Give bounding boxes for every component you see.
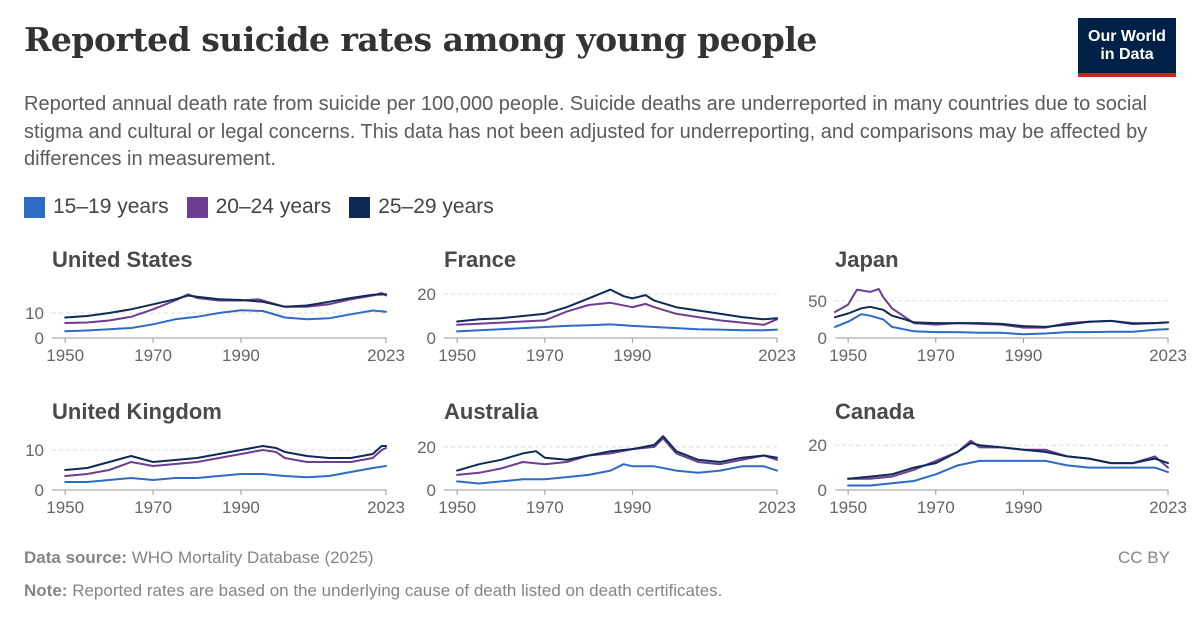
data-source-text[interactable]: WHO Mortality Database (2025) bbox=[131, 548, 374, 567]
note: Note: Reported rates are based on the un… bbox=[24, 581, 722, 601]
logo-line-1: Our World bbox=[1088, 28, 1166, 45]
x-tick-label: 1990 bbox=[1004, 498, 1042, 517]
note-label: Note: bbox=[24, 581, 68, 600]
panel-title: Japan bbox=[835, 247, 899, 272]
x-tick-label: 1950 bbox=[438, 498, 476, 517]
license-link[interactable]: CC BY bbox=[1118, 548, 1170, 567]
series-line-25-29-years bbox=[64, 293, 387, 319]
x-tick-label: 2023 bbox=[367, 498, 405, 517]
chart-subtitle: Reported annual death rate from suicide … bbox=[24, 93, 1148, 170]
x-tick-label: 2023 bbox=[758, 346, 796, 365]
series-line-15-19-years bbox=[64, 309, 387, 333]
data-source-label: Data source: bbox=[24, 548, 127, 567]
x-tick-label: 1990 bbox=[1004, 346, 1042, 365]
panel-title: Canada bbox=[835, 399, 915, 424]
x-tick-label: 1990 bbox=[222, 498, 260, 517]
panel-canada: Canada 0 20 1950 1970 1990 2023 bbox=[808, 399, 1187, 517]
series-line-20-24-years bbox=[456, 301, 778, 326]
panel-title: United Kingdom bbox=[52, 399, 222, 424]
note-text: Reported rates are based on the underlyi… bbox=[72, 581, 723, 600]
x-tick-label: 1970 bbox=[917, 346, 955, 365]
panel-title: United States bbox=[52, 247, 193, 272]
legend-swatch-20-24 bbox=[186, 196, 208, 218]
series-line-25-29-years bbox=[847, 442, 1169, 480]
legend-swatch-25-29 bbox=[349, 196, 371, 218]
series-line-25-29-years bbox=[456, 435, 778, 472]
x-tick-label: 1970 bbox=[526, 346, 564, 365]
legend-label-15-19: 15–19 years bbox=[53, 195, 169, 218]
x-tick-label: 2023 bbox=[1149, 346, 1187, 365]
series-line-15-19-years bbox=[64, 465, 387, 483]
series-line-20-24-years bbox=[64, 292, 387, 324]
series-line-25-29-years bbox=[64, 445, 387, 471]
panel-france: France 0 20 1950 1970 1990 2023 bbox=[417, 247, 796, 365]
data-source: Data source: WHO Mortality Database (202… bbox=[24, 548, 374, 568]
legend-label-20-24: 20–24 years bbox=[215, 195, 332, 218]
x-tick-label: 1990 bbox=[222, 346, 260, 365]
y-tick-label: 0 bbox=[818, 329, 827, 348]
x-tick-label: 1970 bbox=[526, 498, 564, 517]
y-tick-label: 20 bbox=[417, 285, 436, 304]
legend-swatch-15-19 bbox=[24, 196, 45, 218]
x-tick-label: 1950 bbox=[829, 346, 867, 365]
y-tick-label: 20 bbox=[808, 436, 827, 455]
y-tick-label: 20 bbox=[417, 438, 436, 457]
panel-title: Australia bbox=[444, 399, 539, 424]
x-tick-label: 2023 bbox=[758, 498, 796, 517]
legend-item-20-24[interactable]: 20–24 years bbox=[186, 195, 332, 219]
legend: 15–19 years 20–24 years 25–29 years bbox=[24, 195, 512, 219]
panel-title: France bbox=[444, 247, 516, 272]
y-tick-label: 0 bbox=[35, 329, 44, 348]
y-tick-label: 0 bbox=[818, 481, 827, 500]
y-tick-label: 10 bbox=[25, 441, 44, 460]
x-tick-label: 2023 bbox=[1149, 498, 1187, 517]
panel-united-states: United States 0 10 1950 1970 1990 2023 bbox=[25, 247, 405, 365]
legend-item-15-19[interactable]: 15–19 years bbox=[24, 195, 169, 219]
x-tick-label: 1990 bbox=[613, 346, 651, 365]
logo-line-2: in Data bbox=[1100, 46, 1154, 63]
series-line-15-19-years bbox=[847, 459, 1169, 487]
series-line-15-19-years bbox=[834, 313, 1169, 336]
y-tick-label: 0 bbox=[35, 481, 44, 500]
x-tick-label: 1950 bbox=[46, 498, 84, 517]
legend-item-25-29[interactable]: 25–29 years bbox=[349, 195, 494, 219]
x-tick-label: 1990 bbox=[613, 498, 651, 517]
panel-united-kingdom: United Kingdom 0 10 1950 1970 1990 2023 bbox=[25, 399, 405, 517]
x-tick-label: 1970 bbox=[134, 346, 172, 365]
series-line-25-29-years bbox=[456, 288, 778, 323]
x-tick-label: 1970 bbox=[134, 498, 172, 517]
y-tick-label: 10 bbox=[25, 304, 44, 323]
series-line-20-24-years bbox=[64, 447, 387, 477]
owid-logo[interactable]: Our World in Data bbox=[1078, 18, 1176, 77]
x-tick-label: 1950 bbox=[829, 498, 867, 517]
series-line-15-19-years bbox=[456, 323, 778, 333]
y-tick-label: 0 bbox=[427, 481, 436, 500]
panel-japan: Japan 0 50 1950 1970 1990 2023 bbox=[808, 247, 1187, 365]
series-line-15-19-years bbox=[456, 463, 778, 485]
chart-title: Reported suicide rates among young peopl… bbox=[24, 20, 817, 59]
x-tick-label: 1950 bbox=[438, 346, 476, 365]
panel-australia: Australia 0 20 1950 1970 1990 2023 bbox=[417, 399, 796, 517]
x-tick-label: 2023 bbox=[367, 346, 405, 365]
legend-label-25-29: 25–29 years bbox=[378, 195, 494, 218]
series-line-25-29-years bbox=[834, 305, 1169, 328]
x-tick-label: 1950 bbox=[46, 346, 84, 365]
y-tick-label: 0 bbox=[427, 329, 436, 348]
y-tick-label: 50 bbox=[808, 292, 827, 311]
x-tick-label: 1970 bbox=[917, 498, 955, 517]
